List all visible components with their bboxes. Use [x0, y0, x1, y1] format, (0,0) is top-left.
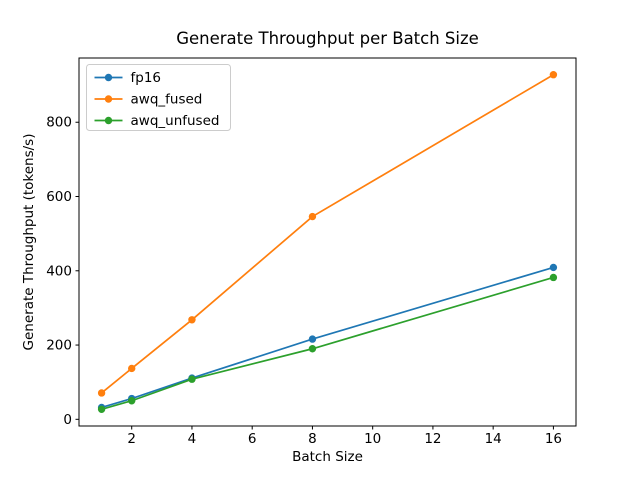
x-tick-label: 16: [545, 431, 562, 447]
data-point-awq_unfused: [128, 397, 136, 405]
chart-title: Generate Throughput per Batch Size: [176, 29, 479, 48]
x-tick-label: 12: [424, 431, 441, 447]
y-tick-label: 800: [46, 115, 72, 131]
data-point-awq_unfused: [308, 345, 317, 353]
legend-label-awq_unfused: awq_unfused: [131, 113, 220, 129]
data-point-awq_fused: [308, 212, 317, 221]
y-tick-label: 0: [63, 412, 72, 428]
data-point-fp16: [549, 263, 558, 272]
data-point-awq_unfused: [549, 273, 558, 282]
series-line-awq_unfused: [101, 276, 554, 411]
data-point-awq_fused: [188, 316, 196, 324]
data-point-awq_unfused: [97, 405, 106, 413]
legend-marker-awq_unfused: [104, 116, 113, 125]
legend-marker-fp16: [104, 73, 113, 82]
data-point-awq_fused: [97, 389, 106, 397]
y-tick-label: 200: [46, 338, 72, 354]
y-axis-label: Generate Throughput (tokens/s): [21, 134, 37, 351]
y-tick-label: 600: [46, 189, 72, 205]
y-tick-label: 400: [46, 263, 72, 279]
legend-marker-awq_fused: [104, 95, 113, 103]
data-point-awq_unfused: [188, 375, 196, 383]
data-point-awq_fused: [128, 364, 136, 373]
legend-label-fp16: fp16: [131, 70, 162, 86]
legend-label-awq_fused: awq_fused: [131, 92, 203, 108]
axes-spines: [78, 57, 577, 427]
x-tick-label: 4: [188, 431, 197, 447]
data-point-awq_fused: [549, 71, 558, 79]
data-point-fp16: [308, 335, 317, 343]
x-tick-label: 8: [308, 431, 317, 447]
x-tick-label: 14: [485, 431, 502, 447]
x-tick-label: 10: [364, 431, 381, 447]
plot-area: 2 4 6 8 10 12 14 16 0 200 400 600 800 fp16 awq_fusedaw…: [46, 57, 577, 447]
x-tick-label: 6: [248, 431, 257, 447]
x-axis-label: Batch Size: [292, 449, 363, 465]
x-tick-label: 2: [127, 431, 136, 447]
legend-box: [86, 64, 231, 131]
